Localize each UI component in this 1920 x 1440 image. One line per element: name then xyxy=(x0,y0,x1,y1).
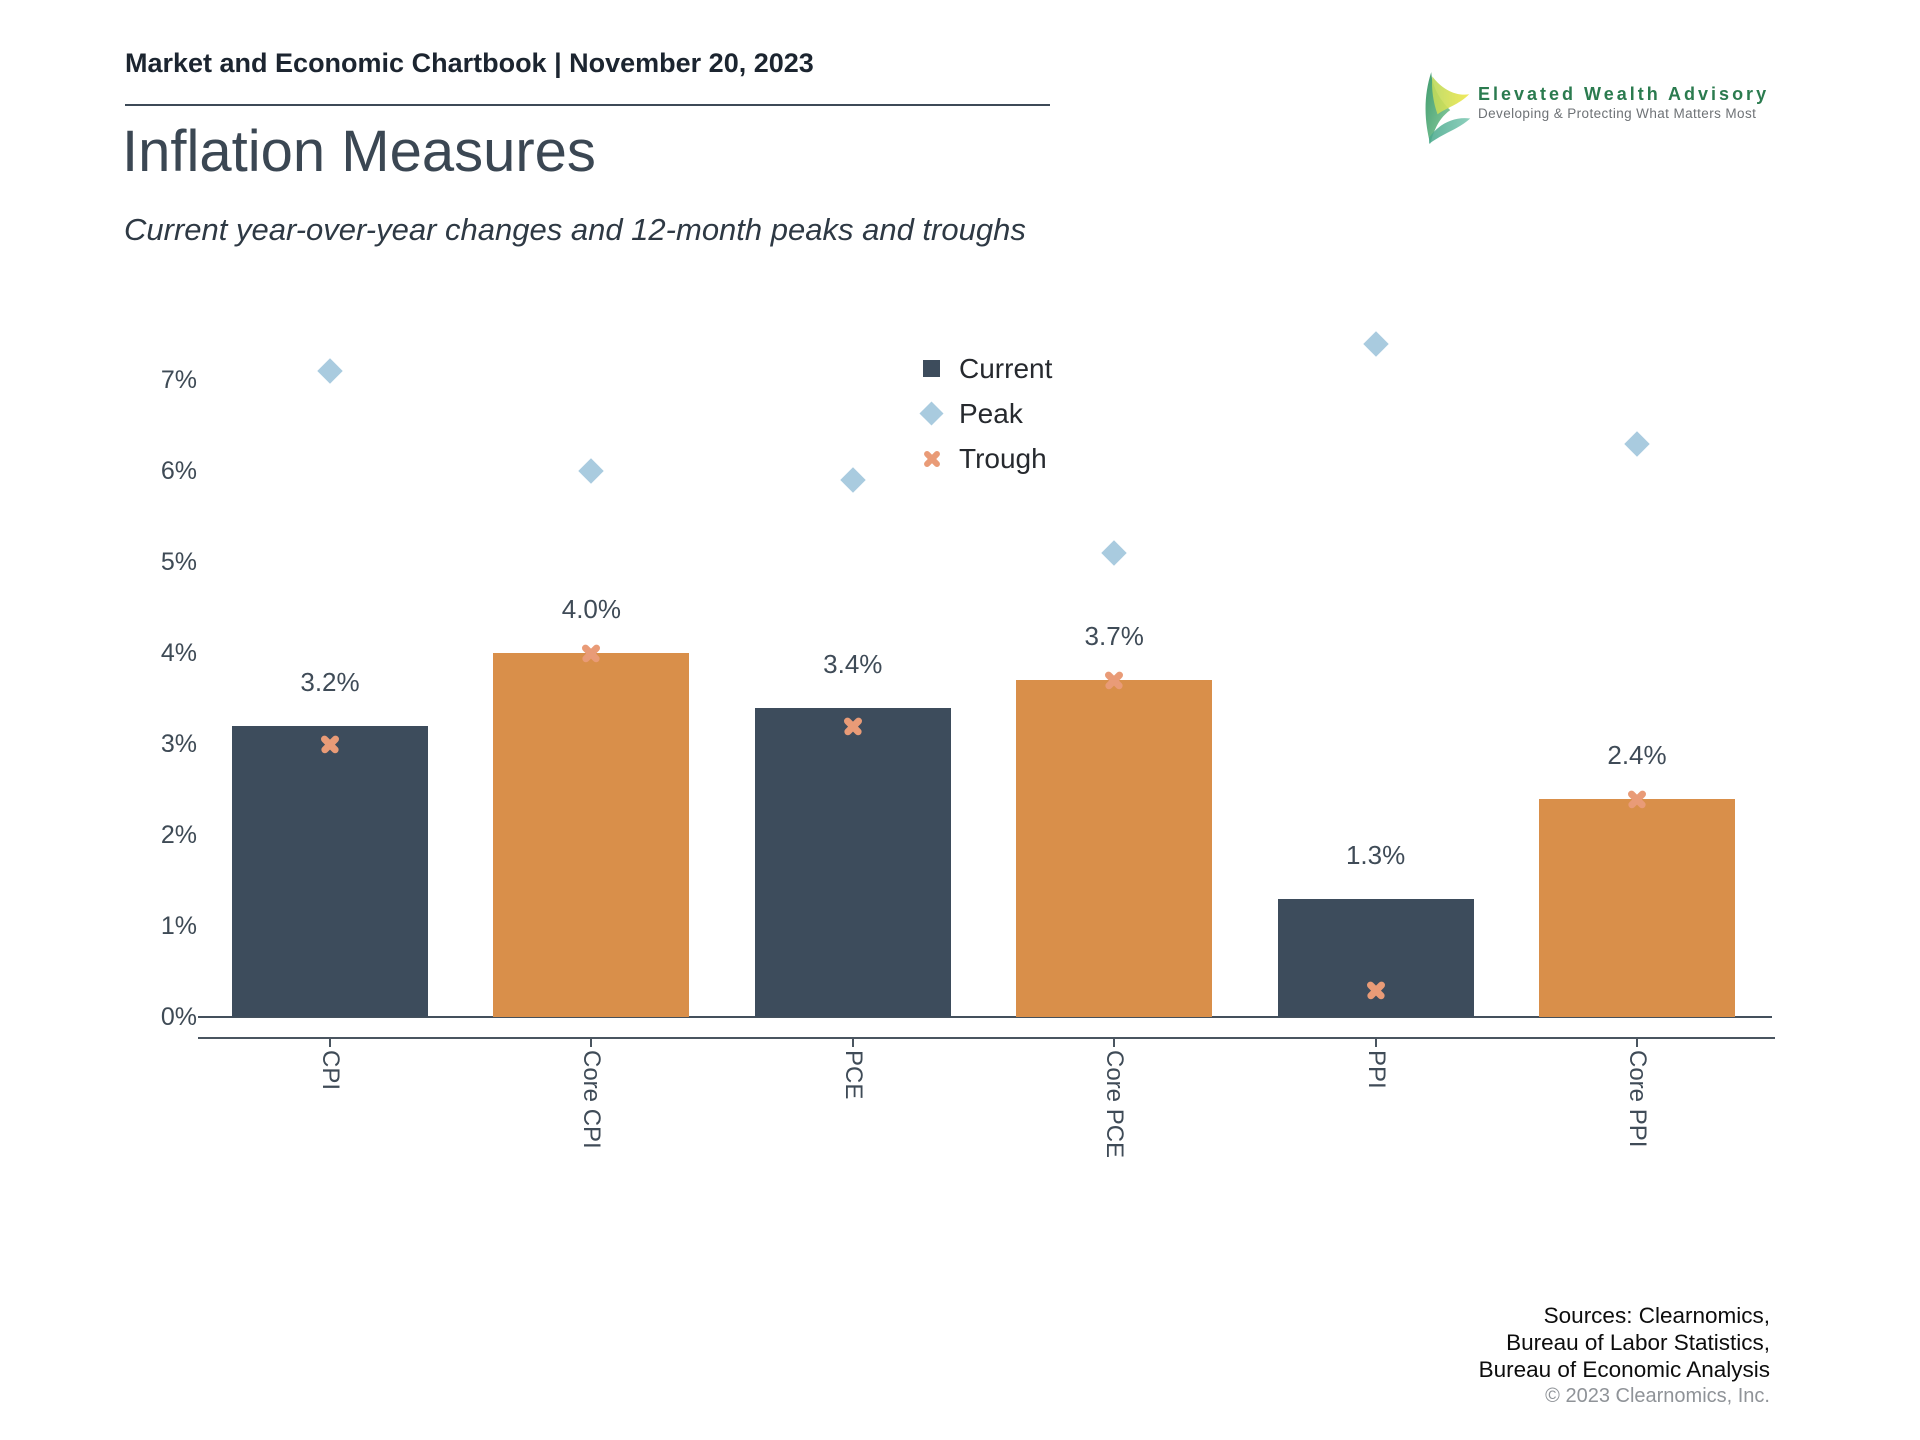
company-logo: Elevated Wealth Advisory Developing & Pr… xyxy=(1415,62,1835,152)
category-tick xyxy=(590,1039,593,1047)
legend-item-current: Current xyxy=(920,346,1052,391)
category-tick xyxy=(851,1039,854,1047)
legend-diamond-icon xyxy=(919,400,944,426)
legend-x-glyph xyxy=(921,448,943,470)
peak-diamond-icon xyxy=(1101,540,1127,566)
sources-line: Bureau of Economic Analysis xyxy=(1478,1357,1770,1382)
x-axis-line xyxy=(198,1037,1775,1039)
bar-value-label: 3.7% xyxy=(1084,621,1144,652)
bar-value-label: 2.4% xyxy=(1607,739,1667,770)
page-subtitle: Current year-over-year changes and 12-mo… xyxy=(124,212,1026,247)
trough-x-icon xyxy=(1364,978,1388,1002)
logo-company-name: Elevated Wealth Advisory xyxy=(1478,84,1770,104)
logo-leaf-icon xyxy=(1425,72,1471,144)
y-axis-tick-label: 5% xyxy=(160,548,197,576)
y-axis-tick-label: 2% xyxy=(160,821,197,849)
legend-label: Peak xyxy=(959,397,1023,429)
y-axis-tick-label: 1% xyxy=(160,912,197,940)
trough-x-icon xyxy=(579,641,603,665)
y-axis-tick-label: 7% xyxy=(160,366,197,394)
category-label-pce: PCE xyxy=(839,1050,867,1100)
category-tick xyxy=(1374,1039,1377,1047)
category-label-ppi: PPI xyxy=(1362,1050,1390,1089)
legend-item-peak: Peak xyxy=(919,391,1052,436)
category-label-core-pce: Core PCE xyxy=(1101,1050,1129,1159)
trough-x-icon xyxy=(1102,668,1126,692)
category-label-core-cpi: Core CPI xyxy=(578,1050,606,1149)
legend-label: Trough xyxy=(959,442,1047,474)
peak-diamond-icon xyxy=(317,358,343,384)
y-axis-tick-label: 3% xyxy=(160,730,197,758)
category-label-cpi: CPI xyxy=(317,1050,344,1091)
legend-square-icon xyxy=(920,357,944,381)
peak-diamond-icon xyxy=(578,458,605,484)
chartbook-header-title: Market and Economic Chartbook | November… xyxy=(125,48,814,78)
bar-core-cpi xyxy=(493,653,690,1017)
category-label-core-ppi: Core PPI xyxy=(1624,1050,1651,1148)
copyright-text: © 2023 Clearnomics, Inc. xyxy=(1545,1385,1770,1407)
bar-pce xyxy=(754,707,951,1017)
y-axis-tick-label: 0% xyxy=(160,1003,197,1031)
category-tick xyxy=(1113,1039,1116,1047)
bar-value-label: 3.4% xyxy=(823,648,883,679)
peak-diamond-icon xyxy=(1362,330,1389,357)
legend-item-trough: Trough xyxy=(920,436,1052,481)
legend-diamond-glyph xyxy=(919,400,944,426)
sources-text: Sources: Clearnomics, Bureau of Labor St… xyxy=(1479,1302,1770,1383)
chart-legend: Current Peak Trough xyxy=(919,346,1052,481)
trough-x-icon xyxy=(841,714,865,738)
legend-x-icon xyxy=(920,447,944,471)
bar-value-label: 3.2% xyxy=(300,666,360,697)
page-title: Inflation Measures xyxy=(122,119,596,184)
sources-line: Sources: Clearnomics, xyxy=(1543,1303,1770,1328)
sources-line: Bureau of Labor Statistics, xyxy=(1506,1330,1770,1355)
peak-diamond-icon xyxy=(1624,430,1650,457)
x-axis-baseline xyxy=(198,1016,1772,1018)
logo-tagline: Developing & Protecting What Matters Mos… xyxy=(1478,106,1757,121)
header-rule xyxy=(125,104,1050,106)
trough-x-icon xyxy=(318,732,342,756)
bar-core-ppi xyxy=(1539,798,1735,1017)
legend-square-glyph xyxy=(923,359,940,377)
trough-x-icon xyxy=(1625,787,1649,811)
category-tick xyxy=(1636,1039,1638,1047)
category-tick xyxy=(329,1039,331,1047)
y-axis-tick-label: 4% xyxy=(160,639,197,667)
y-axis-tick-label: 6% xyxy=(160,457,197,485)
peak-diamond-icon xyxy=(840,467,866,493)
bar-value-label: 4.0% xyxy=(561,594,622,624)
legend-label: Current xyxy=(959,352,1053,384)
bar-core-pce xyxy=(1016,680,1213,1017)
bar-value-label: 1.3% xyxy=(1345,839,1406,870)
bar-cpi xyxy=(232,725,428,1017)
